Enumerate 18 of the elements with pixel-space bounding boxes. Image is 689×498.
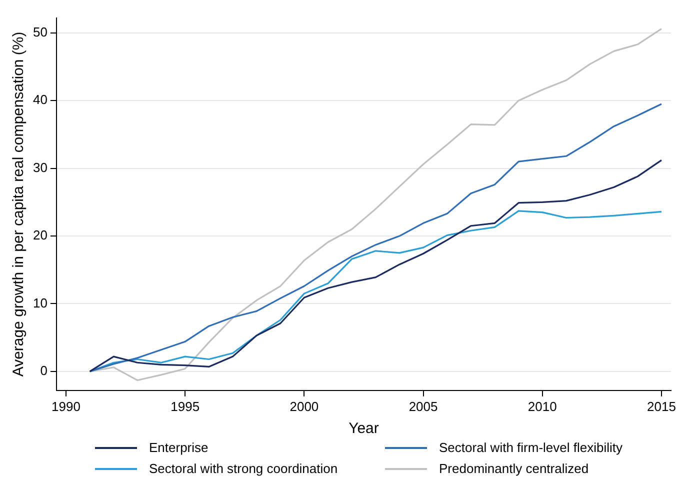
x-axis-title: Year	[348, 420, 379, 438]
legend-label: Sectoral with strong coordination	[149, 461, 338, 476]
y-tick-label: 30	[32, 160, 48, 175]
y-tick-label: 0	[40, 363, 48, 378]
x-tick-label: 2005	[408, 398, 438, 414]
x-tick-label: 2000	[290, 398, 319, 414]
legend-label: Sectoral with firm-level flexibility	[439, 440, 622, 455]
x-tick-label: 1995	[170, 398, 200, 414]
legend-label: Predominantly centralized	[439, 461, 589, 476]
y-tick-label: 10	[32, 295, 48, 310]
y-tick-label: 20	[32, 228, 48, 243]
x-tick-label: 2010	[528, 398, 557, 414]
legend-label: Enterprise	[149, 440, 208, 455]
x-tick-label: 1990	[52, 398, 80, 414]
y-tick-label: 50	[32, 24, 48, 40]
x-tick-label: 2015	[647, 398, 676, 414]
y-tick-label: 40	[32, 92, 48, 108]
y-axis-title: Average growth in per capita real compensation (%)	[10, 32, 28, 377]
